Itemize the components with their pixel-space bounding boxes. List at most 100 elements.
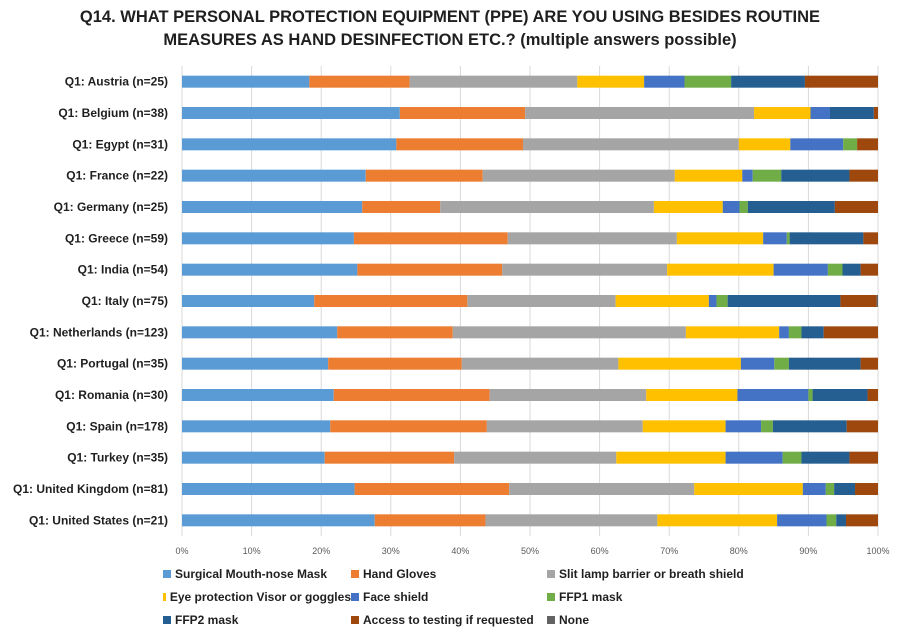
legend-swatch [547, 615, 555, 624]
x-tick-label: 80% [730, 546, 748, 556]
bar-segment [761, 420, 773, 433]
legend-item: Surgical Mouth-nose Mask [163, 564, 351, 583]
bar-segment [725, 451, 783, 464]
bar-segment [731, 75, 805, 88]
legend-item: Eye protection Visor or goggles [163, 587, 351, 606]
bar-segment [182, 107, 400, 119]
category-label: Q1: Greece (n=59) [65, 231, 168, 245]
bar-segment [846, 420, 878, 433]
bar-segment [740, 357, 775, 370]
x-tick-label: 100% [866, 546, 889, 556]
legend-item: FFP1 mask [547, 587, 767, 606]
legend-label: Slit lamp barrier or breath shield [559, 566, 744, 581]
legend-item: None [547, 610, 767, 629]
legend-swatch [547, 569, 555, 578]
bar-segment [754, 107, 811, 119]
bar-segment [810, 107, 830, 119]
stacked-bar-chart: Q1: Austria (n=25) Q1: Belgium (n=38) Q1: … [13, 66, 890, 556]
chart-title-line-2: MEASURES AS HAND DESINFECTION ETC.? (mul… [163, 31, 737, 49]
legend-swatch [351, 615, 359, 624]
bar-segment [577, 75, 645, 88]
bar-segment [860, 357, 878, 370]
legend-label: Hand Gloves [363, 566, 437, 581]
bar-segment [182, 201, 363, 213]
bar-segment [182, 232, 354, 245]
bar-segment [708, 295, 717, 307]
legend-swatch [163, 592, 166, 601]
bar-segment [357, 263, 503, 276]
bar-segment [747, 201, 835, 213]
bar-segment [786, 232, 790, 245]
x-tick-label: 60% [591, 546, 609, 556]
bar-segment [353, 232, 508, 245]
bar-segment [772, 420, 847, 433]
bar-segment [182, 75, 310, 88]
bar-segment [843, 138, 858, 151]
bar-segment [509, 483, 695, 495]
bar-segment [781, 169, 850, 182]
bar-segment [782, 451, 802, 464]
x-tick-label: 10% [243, 546, 261, 556]
bar-segment [182, 451, 325, 464]
bar-segment [685, 326, 780, 339]
bar-segment [618, 357, 741, 370]
bar-segment [801, 326, 824, 339]
bar-segment [642, 420, 726, 433]
category-label: Q1: United States (n=21) [29, 513, 168, 527]
bar-segment [182, 263, 358, 276]
legend-item: Access to testing if requested [351, 610, 547, 629]
bar-segment [409, 75, 578, 88]
bar-segment [722, 201, 740, 213]
category-label: Q1: Romania (n=30) [55, 388, 168, 402]
legend-swatch [163, 569, 171, 578]
bar-segment [773, 263, 828, 276]
legend-item: Slit lamp barrier or breath shield [547, 564, 767, 583]
bar-segment [836, 514, 846, 527]
bar-segment [863, 232, 878, 245]
legend-item: Face shield [351, 587, 547, 606]
bar-segment [779, 326, 789, 339]
category-labels: Q1: Austria (n=25) Q1: Belgium (n=38) Q1: … [13, 75, 168, 528]
bar-segment [485, 514, 658, 527]
bar-segment [855, 483, 878, 495]
bar-segment [653, 201, 723, 213]
x-tick-label: 90% [799, 546, 817, 556]
bar-segment [738, 138, 791, 151]
bar-segment [788, 326, 802, 339]
bar-segment [182, 483, 355, 495]
bar-segment [644, 75, 685, 88]
bar-segment [333, 389, 490, 401]
x-tick-label: 70% [660, 546, 678, 556]
bars [182, 75, 878, 527]
bar-segment [763, 232, 787, 245]
bar-segment [454, 451, 617, 464]
bar-segment [727, 295, 841, 307]
bar-segment [523, 138, 739, 151]
category-label: Q1: Egypt (n=31) [72, 137, 168, 151]
bar-segment [829, 107, 874, 119]
legend-swatch [547, 592, 555, 601]
bar-segment [482, 169, 675, 182]
bar-segment [182, 138, 397, 151]
legend-label: Eye protection Visor or goggles [169, 589, 351, 604]
legend: Surgical Mouth-nose Mask Hand Gloves Slit … [163, 564, 863, 629]
category-label: Q1: Belgium (n=38) [58, 106, 168, 120]
bar-segment [440, 201, 654, 213]
category-label: Q1: Portugal (n=35) [57, 357, 168, 371]
bar-segment [676, 232, 764, 245]
chart-title-line-1: Q14. WHAT PERSONAL PROTECTION EQUIPMENT … [79, 8, 821, 26]
bar-segment [725, 420, 762, 433]
category-label: Q1: France (n=22) [66, 169, 168, 183]
category-label: Q1: United Kingdom (n=81) [13, 482, 168, 496]
category-label: Q1: Italy (n=75) [82, 294, 168, 308]
legend-label: None [559, 612, 589, 627]
legend-swatch [351, 592, 359, 601]
bar-segment [646, 389, 738, 401]
x-axis-ticks: 0% 10% 20% 30% 40% 50% 60% 70% 80% 90% 100% [175, 546, 889, 556]
x-tick-label: 20% [312, 546, 330, 556]
bar-segment [849, 169, 878, 182]
bar-segment [674, 169, 743, 182]
legend-label: FFP2 mask [175, 612, 239, 627]
bar-segment [328, 357, 462, 370]
bar-segment [826, 514, 837, 527]
